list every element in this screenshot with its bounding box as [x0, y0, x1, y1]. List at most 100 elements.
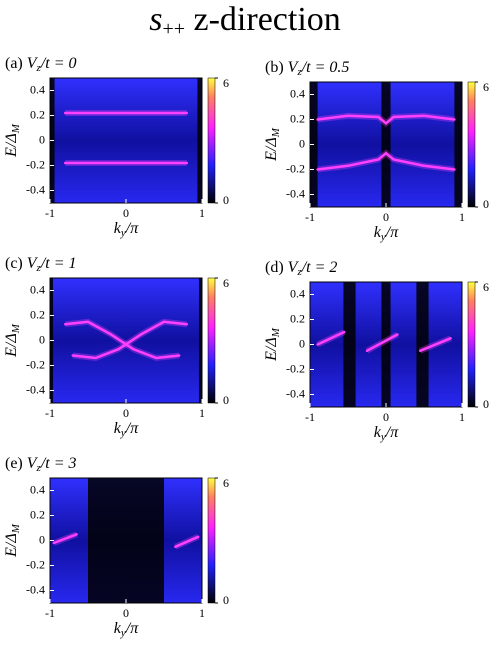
colorbar: [207, 77, 216, 204]
ylabel-main: E/Δ: [263, 337, 280, 362]
ylabel-sub: M: [10, 123, 22, 134]
panel-tag: (e): [5, 455, 23, 472]
y-tick-label: 0.2: [30, 507, 45, 521]
plot-background: [50, 278, 202, 403]
y-tick-label: -0.4: [26, 582, 45, 596]
y-tick-label: -0.4: [26, 382, 45, 396]
ylabel-sub: M: [10, 523, 22, 534]
y-tick-label: -0.2: [26, 357, 45, 371]
y-tick-label: -0.2: [26, 157, 45, 171]
colorbar-tick-label: 0: [483, 397, 489, 411]
band: [52, 533, 78, 545]
x-axis-label: ky/π: [114, 620, 139, 639]
title-sub: ++: [162, 18, 185, 40]
ylabel-main: E/Δ: [3, 133, 20, 158]
panel-tag: (c): [5, 255, 23, 272]
colorbar-tick-label: 0: [223, 393, 229, 407]
band: [174, 535, 200, 549]
y-tick-label: 0.4: [30, 82, 45, 96]
band: [365, 333, 399, 353]
x-tick-label: -1: [45, 206, 55, 220]
x-tick-label: -1: [305, 410, 315, 424]
xlabel-rest: /π: [125, 620, 139, 637]
panel-var: V: [27, 455, 39, 472]
panel-tag: (d): [265, 259, 284, 276]
panel-title: (b) Vz/t = 0.5: [265, 59, 349, 78]
y-tick-label: 0.2: [290, 111, 305, 125]
y-tick-label: 0: [39, 332, 45, 346]
xlabel-var: k: [114, 420, 122, 437]
panel: 0.4 0.2 0 -0.2 -0.4-1 0 1 6 0 (b) Vz/t = 0.5 ky/π E/…: [263, 59, 489, 243]
ylabel-main: E/Δ: [3, 333, 20, 358]
xlabel-rest: /π: [385, 224, 399, 241]
x-tick-label: 1: [199, 606, 205, 620]
figure-title: s++ z-direction: [149, 1, 341, 40]
dark-region: [343, 282, 356, 407]
x-tick-label: 1: [199, 206, 205, 220]
colorbar-tick-label: 6: [223, 276, 229, 290]
colorbar-tick-label: 6: [223, 76, 229, 90]
x-axis-label: ky/π: [374, 224, 399, 243]
panel: 0.4 0.2 0 -0.2 -0.4-1 0 1 6 0 (d) Vz/t = 2 ky/π E/ΔM: [263, 259, 489, 443]
y-tick-label: -0.4: [286, 186, 305, 200]
y-tick-label: -0.2: [286, 161, 305, 175]
band: [418, 337, 452, 353]
xlabel-var: k: [114, 620, 122, 637]
panel-sub: z: [36, 262, 42, 274]
y-tick-label: 0.4: [290, 286, 305, 300]
x-axis-label: ky/π: [114, 420, 139, 439]
dark-region: [88, 478, 164, 603]
x-tick-label: 0: [123, 406, 129, 420]
panel: 0.4 0.2 0 -0.2 -0.4-1 0 1 6 0 (c) Vz/t = 1 ky/π E/ΔM: [3, 255, 229, 439]
colorbar-tick-label: 6: [223, 476, 229, 490]
panel-rest: /t = 1: [40, 255, 77, 272]
ylabel-main: E/Δ: [263, 137, 280, 162]
xlabel-rest: /π: [125, 220, 139, 237]
panel: 0.4 0.2 0 -0.2 -0.4-1 0 1 6 0 (e) Vz/t = 3 ky/π E/ΔM: [3, 455, 229, 639]
colorbar: [207, 477, 216, 604]
panel-tag: (a): [5, 55, 23, 72]
panel-tag: (b): [265, 59, 284, 76]
xlabel-var: k: [374, 224, 382, 241]
ylabel-main: E/Δ: [3, 533, 20, 558]
x-tick-label: 0: [123, 606, 129, 620]
panel: 0.4 0.2 0 -0.2 -0.4-1 0 1 6 0 (a) Vz/t = 0 ky/π E/ΔM: [3, 55, 229, 239]
y-axis-label: E/ΔM: [263, 327, 282, 362]
panel-rest: /t = 3: [40, 455, 77, 472]
panel-var: V: [27, 255, 39, 272]
xlabel-sub: y: [120, 627, 126, 639]
dark-region: [197, 78, 202, 203]
xlabel-sub: y: [120, 427, 126, 439]
band: [71, 320, 189, 360]
panel-title: (c) Vz/t = 1: [5, 255, 77, 274]
band: [63, 320, 181, 360]
y-tick-label: 0.2: [30, 307, 45, 321]
y-tick-label: 0.4: [30, 282, 45, 296]
panel-sub: z: [296, 66, 302, 78]
y-axis-label: E/ΔM: [3, 523, 22, 558]
colorbar-tick-label: 6: [483, 80, 489, 94]
title-rest: z-direction: [185, 1, 341, 38]
band: [316, 114, 456, 125]
dark-region: [381, 282, 391, 407]
panel-var: V: [288, 259, 300, 276]
xlabel-rest: /π: [385, 424, 399, 441]
colorbar-tick-label: 0: [483, 197, 489, 211]
plot-background: [50, 78, 202, 203]
x-tick-label: 1: [199, 406, 205, 420]
y-tick-label: 0.2: [290, 311, 305, 325]
panel-title: (a) Vz/t = 0: [5, 55, 77, 74]
y-tick-label: -0.4: [286, 386, 305, 400]
ylabel-sub: M: [270, 327, 282, 338]
panel-rest: /t = 0: [40, 55, 77, 72]
xlabel-sub: y: [380, 231, 386, 243]
y-tick-label: 0: [299, 136, 305, 150]
x-tick-label: 0: [383, 210, 389, 224]
panel-rest: /t = 2: [301, 259, 338, 276]
xlabel-sub: y: [380, 431, 386, 443]
panel-sub: z: [36, 62, 42, 74]
panel-title: (e) Vz/t = 3: [5, 455, 77, 474]
x-axis-label: ky/π: [114, 220, 139, 239]
dark-region: [381, 82, 391, 207]
